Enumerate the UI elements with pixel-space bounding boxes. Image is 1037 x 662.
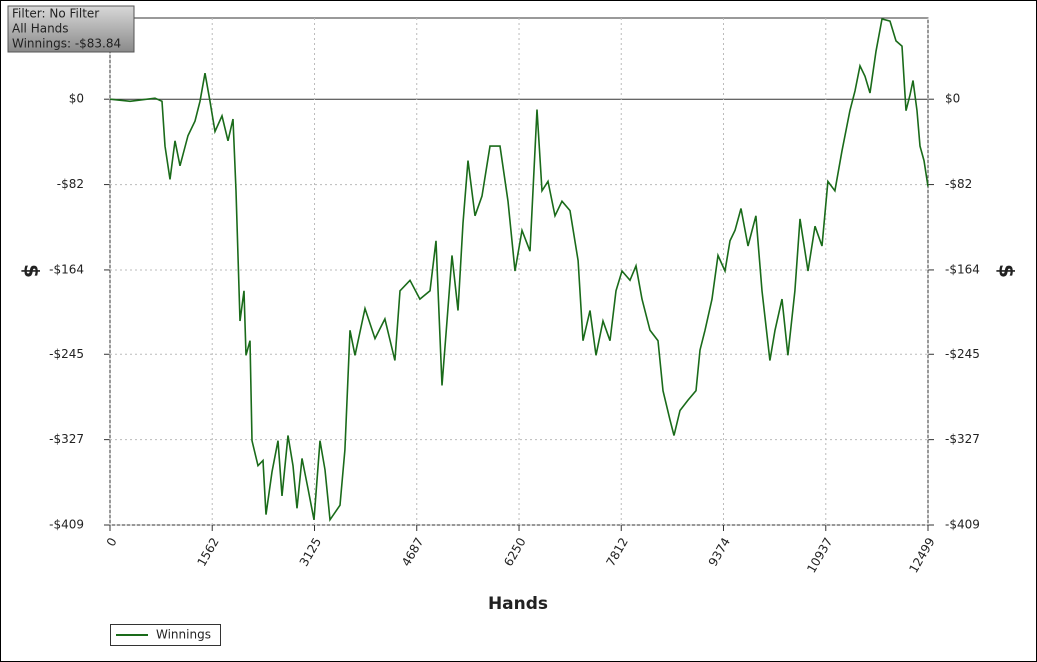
x-axis-label: Hands xyxy=(488,594,548,614)
y-tick-label: -$327 xyxy=(49,432,84,446)
y2-tick-label: -$409 xyxy=(945,518,980,532)
y2-tick-label: -$327 xyxy=(945,432,980,446)
y-axis-label: $ xyxy=(20,264,44,278)
y-tick-label: -$82 xyxy=(57,177,84,191)
legend xyxy=(110,624,221,646)
series-line xyxy=(109,18,929,523)
y2-tick-label: -$164 xyxy=(945,262,980,276)
y2-tick-label: $0 xyxy=(945,92,960,106)
y-tick-label: -$409 xyxy=(49,518,84,532)
info-line: All Hands xyxy=(12,22,69,36)
y-tick-label: $0 xyxy=(69,92,84,106)
y2-axis-label: $ xyxy=(995,264,1019,278)
legend-label: Winnings xyxy=(156,628,211,642)
info-line: Filter: No Filter xyxy=(12,7,99,21)
y-tick-label: -$245 xyxy=(49,347,84,361)
y2-tick-label: -$82 xyxy=(945,177,972,191)
y2-tick-label: -$245 xyxy=(945,347,980,361)
info-box xyxy=(7,5,135,53)
y-tick-label: -$164 xyxy=(49,262,84,276)
info-line: Winnings: -$83.84 xyxy=(12,37,121,51)
